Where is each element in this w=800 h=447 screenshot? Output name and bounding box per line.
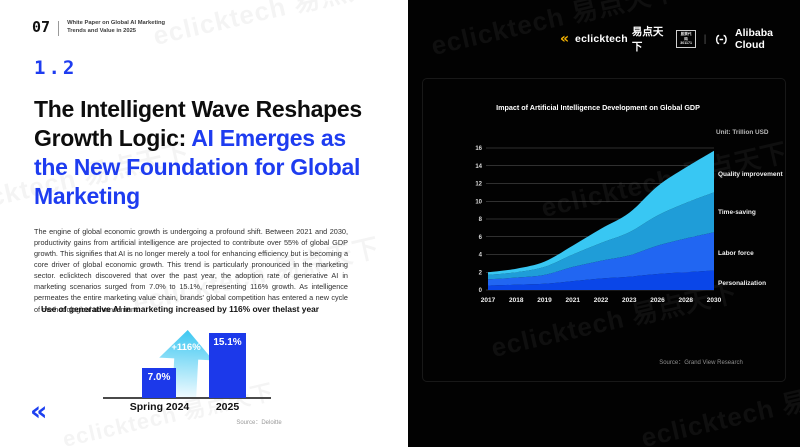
bar-category-spring: Spring 2024 <box>129 401 190 413</box>
alibaba-cloud-wordmark: Alibaba Cloud <box>735 27 773 51</box>
legend-labor-force: Labor force <box>718 250 754 257</box>
brand-header: « eclicktech 易点天下 股票代码 301171 | Alibaba … <box>560 24 800 54</box>
body-paragraph: The engine of global economic growth is … <box>34 227 348 314</box>
svg-text:6: 6 <box>479 235 483 241</box>
watermark: eclicktech 易点天下 <box>149 0 403 53</box>
title-line: The Intelligent Wave Reshapes <box>34 96 362 122</box>
stock-code-badge: 股票代码 301171 <box>676 29 696 48</box>
legend-quality-improvement: Quality improvement <box>718 171 783 178</box>
source-grand-view-research: Source：Grand View Research <box>659 360 743 366</box>
svg-text:2030: 2030 <box>707 297 722 304</box>
svg-text:14: 14 <box>475 164 482 170</box>
left-page: eclicktech 易点天下 eclicktech 易点天下 eclickte… <box>0 0 403 447</box>
svg-text:2028: 2028 <box>679 297 694 304</box>
svg-text:8: 8 <box>479 217 483 223</box>
legend-personalization: Personalization <box>718 280 767 287</box>
growth-arrow-icon <box>159 330 214 398</box>
header-caption-line1: White Paper on Global AI Marketing <box>67 20 166 26</box>
unit-label: Unit: Trillion USD <box>716 129 769 136</box>
area-chart-title: Impact of Artificial Intelligence Develo… <box>496 103 700 112</box>
svg-text:2: 2 <box>479 270 483 276</box>
svg-text:10: 10 <box>475 199 482 205</box>
svg-text:2021: 2021 <box>566 297 581 304</box>
title-line: Marketing <box>34 182 140 209</box>
title-line: the New Foundation for Global <box>34 153 361 180</box>
title-line: Growth Logic: AI Emerges as <box>34 124 346 151</box>
right-page: eclicktech 易点天下 eclicktech 易点天下 eclickte… <box>408 0 800 447</box>
bar-2025: 15.1% <box>209 333 246 398</box>
eclicktech-logo-mark-icon: « <box>30 396 48 427</box>
svg-text:2018: 2018 <box>509 297 524 304</box>
svg-text:0: 0 <box>479 288 483 294</box>
page-header: 07 White Paper on Global AI Marketing Tr… <box>32 20 165 36</box>
growth-annotation: +116% <box>171 342 201 353</box>
header-divider <box>58 21 60 36</box>
bar-spring: 7.0% <box>142 368 176 398</box>
bar-chart-title: Use of generative AI in marketing increa… <box>40 304 320 314</box>
svg-text:16: 16 <box>475 146 482 152</box>
section-number: 1.2 <box>34 57 78 79</box>
eclicktech-swoosh-icon: « <box>560 31 570 47</box>
svg-text:2023: 2023 <box>622 297 637 304</box>
eclicktech-wordmark: eclicktech <box>575 33 628 45</box>
chart-panel <box>422 78 786 382</box>
svg-text:2019: 2019 <box>537 297 552 304</box>
bar-chart-baseline <box>103 397 271 399</box>
svg-text:4: 4 <box>479 253 483 259</box>
gdp-area-chart: 0 2 4 6 8 10 12 14 16 2017 2018 2019 2021 2022 2023 202… <box>475 146 722 304</box>
bar-category-2025: 2025 <box>215 401 240 413</box>
brand-divider: | <box>703 33 707 45</box>
svg-text:12: 12 <box>475 182 482 188</box>
bar-value-label: 7.0% <box>147 372 171 383</box>
header-caption-line2: Trends and Value in 2025 <box>67 27 137 34</box>
eclicktech-chinese-name: 易点天下 <box>631 26 664 53</box>
svg-text:2022: 2022 <box>594 297 609 304</box>
svg-text:2026: 2026 <box>650 297 665 304</box>
alibaba-cloud-logo-icon <box>716 34 728 44</box>
legend-time-saving: Time-saving <box>718 209 756 216</box>
header-caption: White Paper on Global AI Marketing Trend… <box>67 20 165 36</box>
source-deloitte: Source：Deloitte <box>236 420 282 426</box>
page-number: 07 <box>32 18 51 36</box>
svg-text:2017: 2017 <box>481 297 496 304</box>
page-title: The Intelligent Wave Reshapes Growth Log… <box>34 95 386 211</box>
bar-value-label: 15.1% <box>213 337 242 348</box>
